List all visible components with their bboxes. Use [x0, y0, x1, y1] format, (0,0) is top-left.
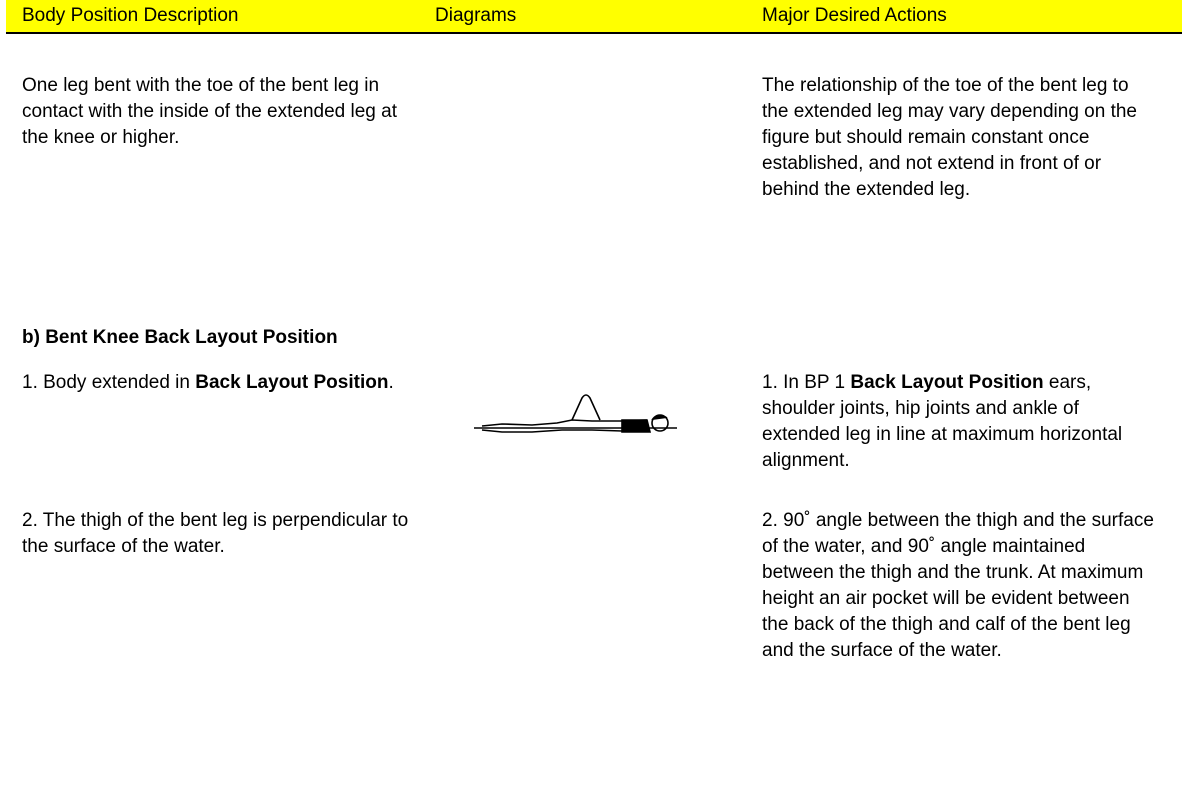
row-left: 2. The thigh of the bent leg is perpendi… [22, 508, 417, 560]
text: 2. 90˚ angle between the thigh and the s… [762, 510, 1154, 661]
header-bar: Body Position Description Diagrams Major… [6, 0, 1182, 34]
text: The relationship of the toe of the bent … [762, 75, 1137, 200]
column-heading: Diagrams [435, 5, 517, 26]
column-heading: Major Desired Actions [762, 5, 947, 26]
column-heading: Body Position Description [22, 5, 239, 26]
bold-text: Back Layout Position [850, 372, 1044, 393]
diagram [474, 394, 677, 433]
text: 2. The thigh of the bent leg is perpendi… [22, 510, 409, 557]
bold-text: Back Layout Position [195, 372, 389, 393]
text: 1. Body extended in [22, 372, 196, 393]
text: ears, shoulder joints, hip joints and an… [762, 372, 1123, 471]
text: 1. In BP 1 [762, 372, 851, 393]
text: One leg bent with the toe of the bent le… [22, 75, 397, 148]
row-right: 2. 90˚ angle between the thigh and the s… [762, 508, 1157, 664]
row-left: 1. Body extended in Back Layout Position… [22, 370, 417, 396]
row-right: 1. In BP 1 Back Layout Position ears, sh… [762, 370, 1157, 474]
section-title: b) Bent Knee Back Layout Position [22, 327, 338, 348]
intro-left: One leg bent with the toe of the bent le… [22, 73, 417, 151]
text: . [388, 372, 394, 393]
intro-right: The relationship of the toe of the bent … [762, 73, 1157, 203]
